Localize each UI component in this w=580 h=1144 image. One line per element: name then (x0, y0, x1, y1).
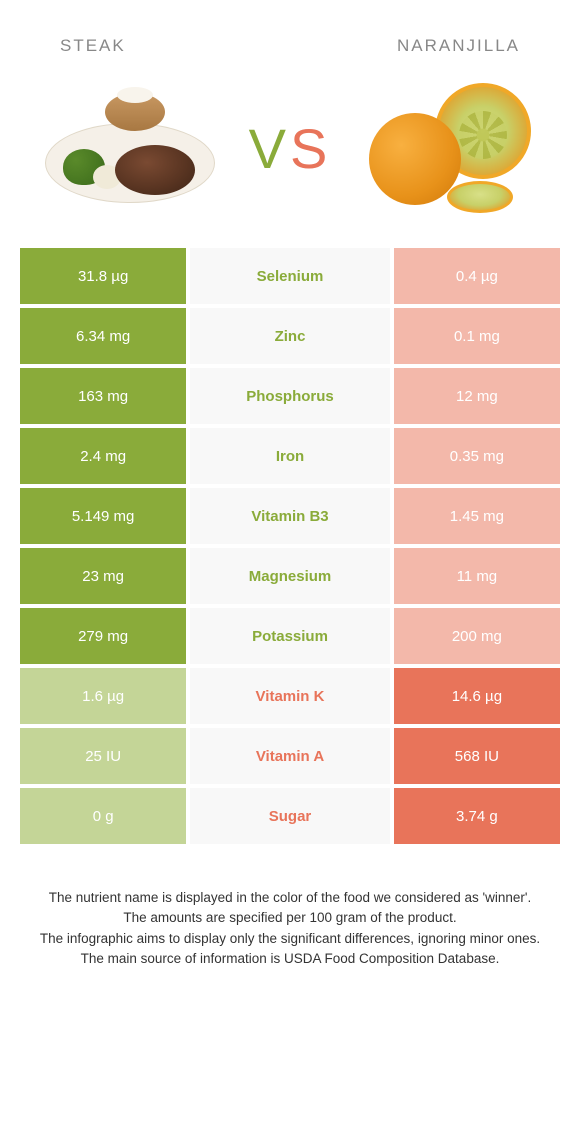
naranjilla-illustration (365, 83, 535, 213)
cell-left-value: 2.4 mg (20, 428, 186, 484)
cell-nutrient-name: Vitamin A (190, 728, 390, 784)
cell-right-value: 200 mg (394, 608, 560, 664)
cell-right-value: 3.74 g (394, 788, 560, 844)
cell-left-value: 1.6 µg (20, 668, 186, 724)
cell-nutrient-name: Vitamin B3 (190, 488, 390, 544)
cell-right-value: 0.1 mg (394, 308, 560, 364)
food-name-left: steak (60, 30, 126, 58)
cell-left-value: 163 mg (20, 368, 186, 424)
footer-line: The amounts are specified per 100 gram o… (30, 908, 550, 928)
vs-label: VS (249, 116, 332, 181)
cell-left-value: 25 IU (20, 728, 186, 784)
vs-v: V (249, 117, 290, 180)
cell-left-value: 0 g (20, 788, 186, 844)
comparison-table: 31.8 µgSelenium0.4 µg6.34 mgZinc0.1 mg16… (0, 248, 580, 844)
cell-right-value: 0.35 mg (394, 428, 560, 484)
table-row: 0 gSugar3.74 g (20, 788, 560, 844)
header: steak naranjilla (0, 0, 580, 78)
cell-nutrient-name: Selenium (190, 248, 390, 304)
cell-left-value: 6.34 mg (20, 308, 186, 364)
table-row: 2.4 mgIron0.35 mg (20, 428, 560, 484)
cell-right-value: 14.6 µg (394, 668, 560, 724)
cell-right-value: 568 IU (394, 728, 560, 784)
food-image-left (40, 78, 220, 218)
cell-left-value: 279 mg (20, 608, 186, 664)
food-image-right (360, 78, 540, 218)
footer-line: The infographic aims to display only the… (30, 929, 550, 949)
cell-left-value: 31.8 µg (20, 248, 186, 304)
cell-nutrient-name: Potassium (190, 608, 390, 664)
cell-right-value: 12 mg (394, 368, 560, 424)
cell-nutrient-name: Sugar (190, 788, 390, 844)
table-row: 5.149 mgVitamin B31.45 mg (20, 488, 560, 544)
cell-nutrient-name: Vitamin K (190, 668, 390, 724)
table-row: 279 mgPotassium200 mg (20, 608, 560, 664)
cell-nutrient-name: Phosphorus (190, 368, 390, 424)
steak-illustration (45, 93, 215, 203)
table-row: 1.6 µgVitamin K14.6 µg (20, 668, 560, 724)
cell-nutrient-name: Zinc (190, 308, 390, 364)
cell-left-value: 23 mg (20, 548, 186, 604)
table-row: 31.8 µgSelenium0.4 µg (20, 248, 560, 304)
table-row: 163 mgPhosphorus12 mg (20, 368, 560, 424)
table-row: 23 mgMagnesium11 mg (20, 548, 560, 604)
cell-right-value: 1.45 mg (394, 488, 560, 544)
vs-row: VS (0, 78, 580, 248)
food-name-right: naranjilla (397, 30, 520, 58)
table-row: 25 IUVitamin A568 IU (20, 728, 560, 784)
cell-nutrient-name: Iron (190, 428, 390, 484)
cell-left-value: 5.149 mg (20, 488, 186, 544)
cell-right-value: 11 mg (394, 548, 560, 604)
cell-nutrient-name: Magnesium (190, 548, 390, 604)
cell-right-value: 0.4 µg (394, 248, 560, 304)
footer-line: The main source of information is USDA F… (30, 949, 550, 969)
footer-line: The nutrient name is displayed in the co… (30, 888, 550, 908)
vs-s: S (290, 117, 331, 180)
table-row: 6.34 mgZinc0.1 mg (20, 308, 560, 364)
footer-notes: The nutrient name is displayed in the co… (0, 848, 580, 1009)
